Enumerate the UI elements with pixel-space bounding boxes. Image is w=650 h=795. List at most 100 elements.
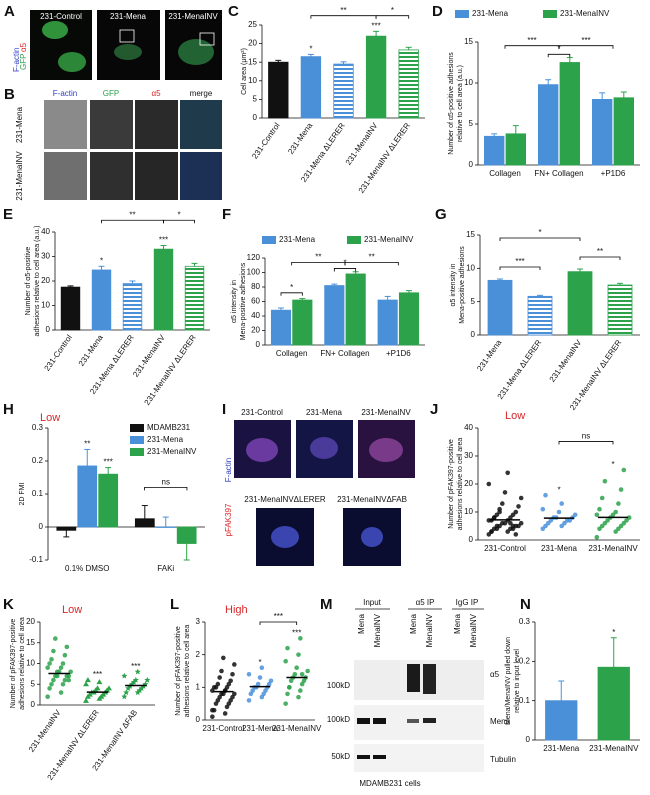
y-tick-label: 5 xyxy=(469,119,474,128)
significance: * xyxy=(343,259,346,268)
x-tick-label: 231-Mena xyxy=(242,724,279,733)
legend-label: 231-MenaINV xyxy=(147,447,197,456)
bar xyxy=(292,299,313,346)
point xyxy=(217,675,222,680)
lane-label: MenaINV xyxy=(469,613,478,647)
point xyxy=(144,676,151,683)
y-tick-label: 20 xyxy=(248,39,257,48)
bar xyxy=(567,271,593,336)
y-axis-label: Mena-positive adhesions xyxy=(459,246,466,324)
panel-letter: A xyxy=(4,3,15,20)
panel-letter: G xyxy=(435,206,447,223)
panel-letter: K xyxy=(3,596,14,613)
point xyxy=(49,681,54,687)
panel-letter: E xyxy=(3,206,13,223)
point xyxy=(138,685,145,691)
bar xyxy=(122,283,143,331)
bracket xyxy=(579,256,621,260)
point xyxy=(268,678,274,684)
cell xyxy=(369,438,403,462)
y-tick-label: 5 xyxy=(31,679,36,688)
channel-label: α5 xyxy=(19,42,28,52)
panel-letter: C xyxy=(228,3,239,20)
y-axis-label: Cell area (μm²) xyxy=(241,48,248,95)
point xyxy=(64,644,70,650)
y-tick-label: 0 xyxy=(469,535,474,544)
y-axis-label: Mena-positive adhesions xyxy=(240,262,247,340)
panel-letter: B xyxy=(4,86,15,103)
point xyxy=(210,707,215,713)
y-tick-label: 10 xyxy=(41,301,50,310)
x-tick-label: 231-MenaINV ΔFAB xyxy=(91,708,140,772)
bar xyxy=(613,97,635,166)
lane-group-label: Input xyxy=(363,598,382,607)
significance: ** xyxy=(597,247,603,256)
x-tick-label: 231-Control xyxy=(43,333,74,373)
bar xyxy=(607,284,633,336)
point xyxy=(62,652,68,658)
band-label: α5 xyxy=(490,670,500,679)
band-label: Tubulin xyxy=(490,755,516,764)
significance: * xyxy=(612,628,615,637)
significance: * xyxy=(557,44,560,53)
point xyxy=(222,711,228,716)
significance: ns xyxy=(162,478,170,487)
point xyxy=(219,668,224,674)
point xyxy=(121,672,128,679)
point xyxy=(94,685,101,691)
micrograph xyxy=(90,152,133,200)
condition-label: 231-Control xyxy=(241,408,283,417)
x-tick-label: 231-MenaINV xyxy=(272,724,322,733)
panel-letter: D xyxy=(432,3,443,20)
point xyxy=(294,665,299,671)
condition-label: 231-Control xyxy=(40,12,82,21)
point xyxy=(283,658,288,664)
y-axis-label: adhesions relative to cell area xyxy=(19,617,26,710)
inset-box xyxy=(199,32,215,46)
micrograph xyxy=(180,100,222,149)
bar xyxy=(153,248,174,331)
x-tick-label: 231-Mena xyxy=(541,544,578,553)
y-axis-label: relative to cell area (a.u.) xyxy=(457,65,464,142)
y-axis-label: 2D FMI xyxy=(19,482,26,505)
column-label: merge xyxy=(190,89,213,98)
x-tick-label: 231-Mena xyxy=(475,338,503,373)
point xyxy=(516,504,521,509)
significance: *** xyxy=(581,36,590,45)
point xyxy=(134,689,141,696)
y-tick-label: 0 xyxy=(253,113,258,122)
point xyxy=(232,662,237,667)
point xyxy=(84,677,91,683)
bar xyxy=(377,299,398,346)
point xyxy=(134,668,141,675)
panel-letter: M xyxy=(320,596,333,613)
bar xyxy=(505,133,527,166)
y-tick-label: 0 xyxy=(526,735,531,744)
legend-label: MDAMB231 xyxy=(147,423,191,432)
significance: *** xyxy=(93,670,102,679)
mw-marker: 50kD xyxy=(331,752,350,761)
band xyxy=(373,755,386,759)
condition-label: 231-MenaINVΔLERER xyxy=(244,495,326,504)
significance: * xyxy=(258,658,261,667)
bar xyxy=(487,279,513,336)
significance: *** xyxy=(274,612,283,621)
y-axis-label: adhesions relative to cell area xyxy=(184,625,191,718)
panel-b: B F-actin GFP α5 merge 231-Mena 231-Mena… xyxy=(4,86,222,201)
y-tick-label: 0 xyxy=(31,700,36,709)
point xyxy=(497,509,502,515)
point xyxy=(49,657,54,662)
y-axis-label: adhesions relative to cell area xyxy=(457,438,464,531)
point xyxy=(210,714,215,720)
point xyxy=(96,679,103,685)
significance: ns xyxy=(582,432,590,441)
x-tick-label: Collagen xyxy=(276,349,308,358)
point xyxy=(285,691,290,697)
panel-letter: L xyxy=(170,596,179,613)
point xyxy=(559,501,564,506)
micrograph xyxy=(135,100,178,149)
x-tick-label: 231-MenaINV xyxy=(27,708,63,754)
point xyxy=(502,490,508,495)
point xyxy=(255,681,261,687)
y-tick-label: 10 xyxy=(464,507,473,516)
